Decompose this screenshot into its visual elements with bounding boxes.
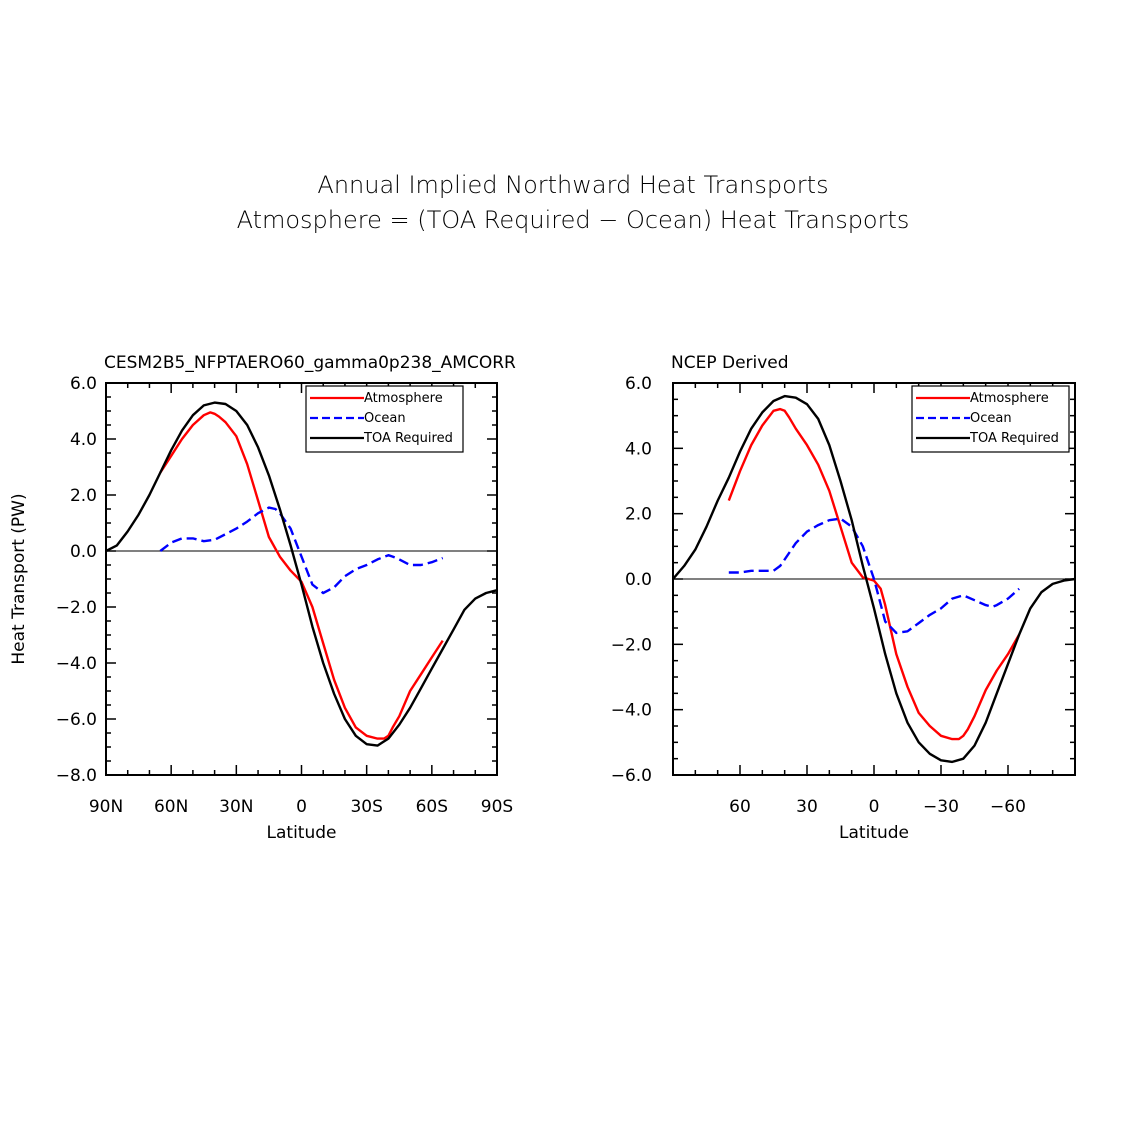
legend: Atmosphere Ocean TOA Required [911,385,1070,453]
legend-label: Ocean [970,411,1012,426]
left-chart-cesm: 6.0 4.0 2.0 0.0 −2.0 −4.0 −6.0 −8.0 90N 60N 30N 0 30… [9,353,516,843]
x-tick-label: 0 [869,797,880,817]
legend-label: Atmosphere [364,391,443,406]
figure-title-line1: Annual Implied Northward Heat Transports [317,171,828,199]
series-line-ocean [159,506,444,595]
legend: Atmosphere Ocean TOA Required [305,385,464,453]
series-line-atmosphere [159,411,444,740]
x-tick-label: 30N [219,797,253,817]
y-tick-label: −2.0 [611,635,652,655]
y-tick-label: 2.0 [625,505,652,525]
legend-label: TOA Required [969,431,1059,446]
x-axis-label: Latitude [839,823,909,843]
y-tick-label: 6.0 [70,374,97,394]
series-line-atmosphere [727,407,1021,741]
x-tick-label: 60 [729,797,751,817]
x-tick-label: 90N [89,797,123,817]
y-tick-label: −8.0 [56,766,97,786]
x-tick-label: 60S [416,797,448,817]
x-tick-label: −60 [990,797,1026,817]
series-line-toa-required [673,394,1075,764]
y-tick-label: 4.0 [625,439,652,459]
series-line-toa-required [106,401,497,747]
x-tick-label: 30S [350,797,382,817]
y-tick-label: −6.0 [611,766,652,786]
x-axis-label: Latitude [267,823,337,843]
y-tick-label: 0.0 [625,570,652,590]
y-tick-label: −4.0 [611,701,652,721]
series-line-ocean [728,517,1020,635]
y-tick-label: −2.0 [56,598,97,618]
y-tick-label: 0.0 [70,542,97,562]
panel-title: CESM2B5_NFPTAERO60_gamma0p238_AMCORR [104,353,516,373]
x-tick-label: 30 [796,797,818,817]
y-axis-label: Heat Transport (PW) [9,493,29,664]
y-tick-label: 2.0 [70,486,97,506]
right-chart-ncep: 6.0 4.0 2.0 0.0 −2.0 −4.0 −6.0 60 30 0 −30 −60 Latit… [611,353,1076,843]
y-tick-label: 6.0 [625,374,652,394]
x-tick-label: 0 [296,797,307,817]
panel-title: NCEP Derived [671,353,789,373]
legend-label: Atmosphere [970,391,1049,406]
x-tick-label: 90S [481,797,513,817]
legend-label: TOA Required [363,431,453,446]
legend-label: Ocean [364,411,406,426]
figure-title-line2: Atmosphere = (TOA Required − Ocean) Heat… [237,206,910,234]
y-tick-label: −4.0 [56,654,97,674]
x-tick-label: 60N [154,797,188,817]
x-tick-label: −30 [923,797,959,817]
y-tick-label: −6.0 [56,710,97,730]
y-tick-label: 4.0 [70,430,97,450]
